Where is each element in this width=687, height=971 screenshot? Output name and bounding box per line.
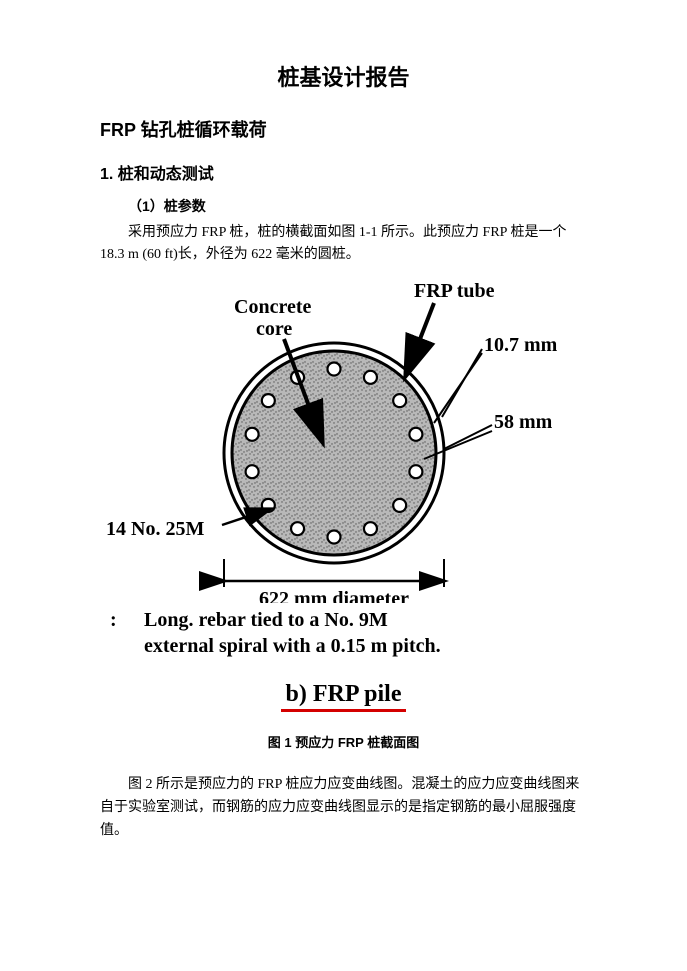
svg-text:622 mm diameter: 622 mm diameter <box>259 588 409 603</box>
figure-note: : Long. rebar tied to a No. 9M external … <box>100 607 587 659</box>
paragraph-2: 图 2 所示是预应力的 FRP 桩应力应变曲线图。混凝土的应力应变曲线图来自于实… <box>100 773 587 842</box>
figure-1: 622 mm diameter FRP tube Concretecore 10.7 … <box>100 273 587 603</box>
pile-label: b) FRP pile <box>281 681 405 712</box>
note-line-1: Long. rebar tied to a No. 9M <box>144 607 441 633</box>
paragraph-1: 采用预应力 FRP 桩，桩的横截面如图 1-1 所示。此预应力 FRP 桩是一个… <box>100 222 587 267</box>
figure-caption: 图 1 预应力 FRP 桩截面图 <box>100 732 587 751</box>
section-heading: 1. 桩和动态测试 <box>100 160 587 184</box>
svg-text:58 mm: 58 mm <box>494 411 553 433</box>
svg-text:core: core <box>256 318 292 340</box>
doc-title: 桩基设计报告 <box>100 60 587 92</box>
note-line-2: external spiral with a 0.15 m pitch. <box>144 633 441 659</box>
pile-label-wrap: b) FRP pile <box>100 681 587 712</box>
note-colon: : <box>110 607 134 633</box>
pile-cross-section-svg: 622 mm diameter FRP tube Concretecore 10.7 … <box>104 273 584 603</box>
subtitle: FRP 钻孔桩循环载荷 <box>100 116 587 142</box>
svg-text:14 No. 25M: 14 No. 25M <box>106 518 204 540</box>
subsection-heading: （1）桩参数 <box>128 196 587 216</box>
svg-text:10.7 mm: 10.7 mm <box>484 334 558 356</box>
svg-text:Concrete: Concrete <box>234 296 311 318</box>
svg-text:FRP tube: FRP tube <box>414 280 495 302</box>
